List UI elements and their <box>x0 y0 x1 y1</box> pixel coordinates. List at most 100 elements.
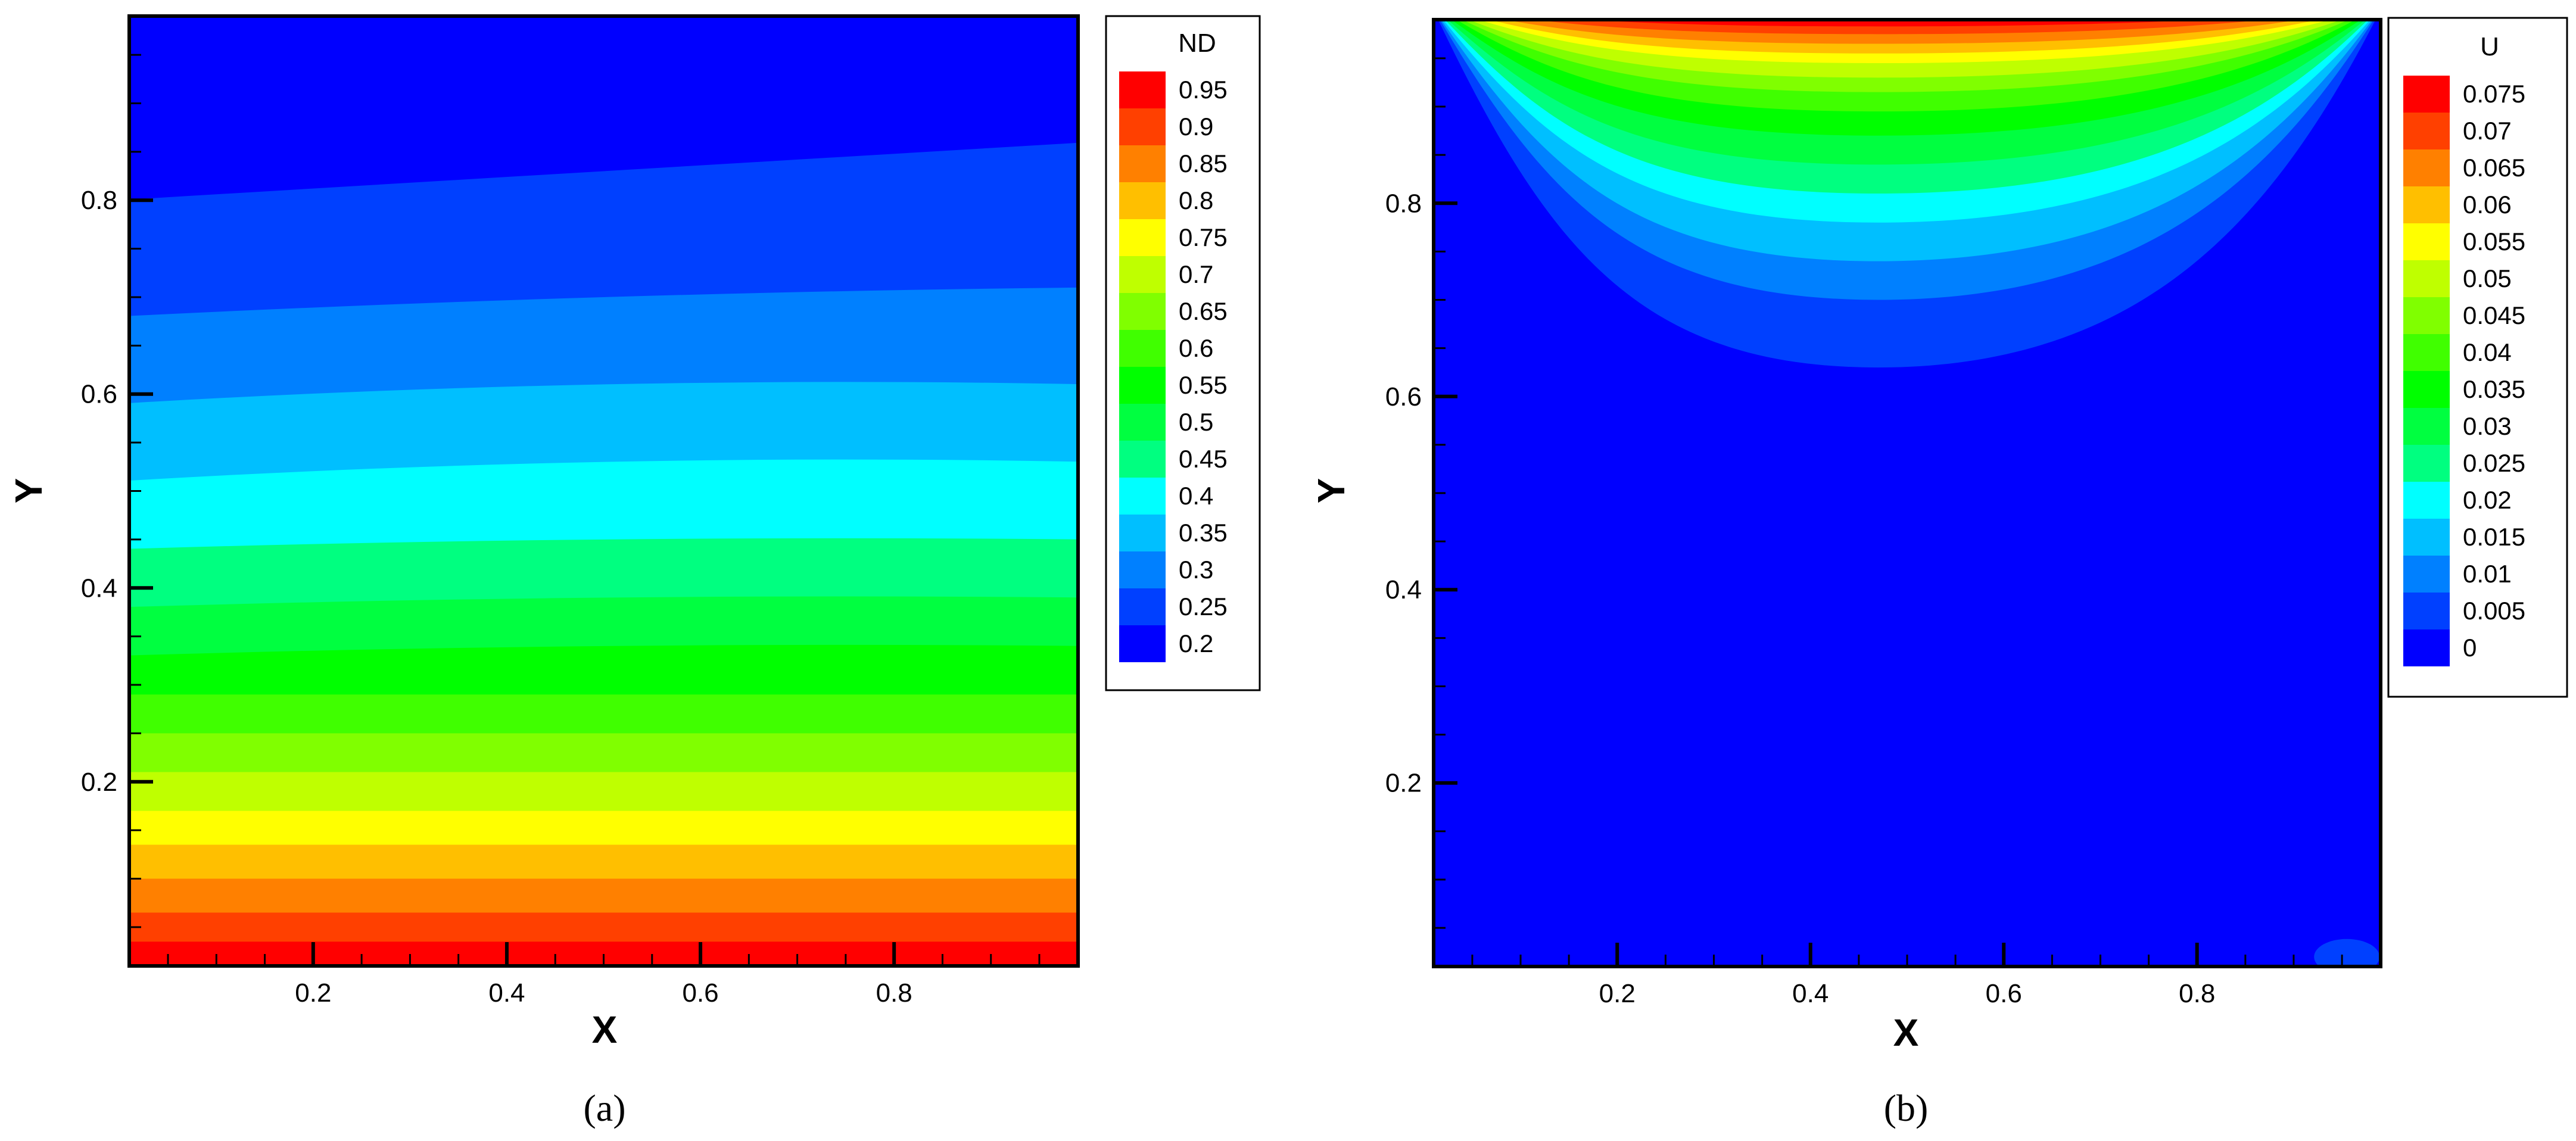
panel-a-legend-label: 0.45 <box>1179 445 1228 473</box>
panel-b-legend-swatch <box>2403 482 2450 519</box>
panel-a-x-tick-label: 0.4 <box>488 978 525 1008</box>
panel-a-legend-label: 0.8 <box>1179 186 1213 214</box>
panel-a-legend-swatch <box>1119 404 1166 441</box>
panel-a-legend-label: 0.25 <box>1179 593 1228 621</box>
panel-b-legend-swatch <box>2403 186 2450 223</box>
panel-b-legend-label: 0.05 <box>2463 264 2512 292</box>
panel-a-legend-label: 0.75 <box>1179 223 1228 251</box>
panel-b-legend-swatch <box>2403 297 2450 334</box>
panel-b-legend-label: 0.07 <box>2463 117 2512 145</box>
panel-a-x-tick-label: 0.6 <box>682 978 718 1008</box>
panel-b-legend-label: 0.005 <box>2463 597 2525 625</box>
panel-b-legend-swatch <box>2403 556 2450 593</box>
panel-a-y-tick-label: 0.8 <box>81 186 117 215</box>
panel-a-caption: (a) <box>583 1087 625 1129</box>
panel-b-x-tick-label: 0.8 <box>2179 979 2215 1008</box>
panel-b-legend-label: 0.055 <box>2463 227 2525 255</box>
panel-a-x-tick-label: 0.2 <box>295 978 331 1008</box>
panel-a-legend-swatch <box>1119 551 1166 588</box>
panel-b-x-tick-label: 0.2 <box>1599 979 1636 1008</box>
panel-a-legend-swatch <box>1119 145 1166 182</box>
panel-a-x-tick-label: 0.8 <box>876 978 912 1008</box>
panel-b-legend-label: 0.015 <box>2463 523 2525 551</box>
panel-b-legend-swatch <box>2403 445 2450 482</box>
panel-a-ticks: 0.2 0.4 0.6 0.8 0.2 0.4 0.6 0.8 <box>81 54 1041 1008</box>
panel-b-legend-label: 0.025 <box>2463 449 2525 477</box>
panel-b-legend-label: 0.01 <box>2463 560 2512 588</box>
panel-a-contour-fills <box>129 16 1078 966</box>
panel-a-legend-swatch <box>1119 330 1166 367</box>
panel-a-legend-swatch <box>1119 256 1166 293</box>
panel-a-legend-swatch <box>1119 219 1166 256</box>
panel-a-legend-swatch <box>1119 367 1166 404</box>
panel-a-x-axis-label: X <box>592 1008 618 1051</box>
panel-b-x-axis-label: X <box>1893 1011 1919 1054</box>
panel-a: 0.2 0.4 0.6 0.8 0.2 0.4 0.6 0.8 X Y ND 0.95 0.9 0… <box>7 14 1261 1129</box>
panel-b-legend-swatch <box>2403 629 2450 666</box>
panel-b-legend-label: 0.04 <box>2463 338 2512 366</box>
panel-b-y-tick-label: 0.4 <box>1385 575 1422 604</box>
panel-a-legend-label: 0.85 <box>1179 149 1228 177</box>
panel-b-legend-label: 0.02 <box>2463 486 2512 514</box>
panel-b-caption: (b) <box>1884 1087 1929 1129</box>
panel-a-legend-label: 0.9 <box>1179 113 1213 141</box>
panel-b-legend-label: 0.03 <box>2463 412 2512 440</box>
panel-a-legend-label: 0.95 <box>1179 76 1228 104</box>
panel-a-legend-label: 0.3 <box>1179 556 1213 584</box>
panel-a-legend-swatch <box>1119 293 1166 330</box>
panel-a-legend-swatch <box>1119 182 1166 219</box>
panel-b-legend: U 0.075 0.07 0.065 0.06 0.055 0.05 0.045 0.04 0.… <box>2387 17 2568 698</box>
panel-a-legend-label: 0.4 <box>1179 482 1213 510</box>
panel-a-legend-label: 0.65 <box>1179 297 1228 325</box>
panel-a-legend-swatch <box>1119 515 1166 551</box>
panel-a-legend-title: ND <box>1178 29 1216 58</box>
panel-b-legend-swatch <box>2403 149 2450 186</box>
panel-a-legend-label: 0.2 <box>1179 629 1213 657</box>
panel-a-legend-label: 0.35 <box>1179 519 1228 547</box>
panel-a-legend-swatch <box>1119 71 1166 108</box>
panel-a-y-tick-label: 0.4 <box>81 573 117 603</box>
panel-a-legend: ND 0.95 0.9 0.85 0.8 0.75 0.7 0.65 0.6 0.55 0.5 0.… <box>1105 15 1261 691</box>
panel-b-y-tick-label: 0.6 <box>1385 382 1422 411</box>
panel-b-legend-title: U <box>2480 32 2499 61</box>
panel-a-y-tick-label: 0.2 <box>81 768 117 797</box>
panel-a-legend-label: 0.55 <box>1179 371 1228 399</box>
panel-b-legend-label: 0 <box>2463 634 2477 662</box>
panel-a-y-tick-label: 0.6 <box>81 380 117 409</box>
panel-a-legend-label: 0.6 <box>1179 334 1213 362</box>
panel-a-legend-swatch <box>1119 108 1166 145</box>
panel-b-x-tick-label: 0.4 <box>1792 979 1829 1008</box>
panel-b-legend-label: 0.035 <box>2463 375 2525 403</box>
panel-a-legend-label: 0.5 <box>1179 408 1213 436</box>
panel-b-legend-swatch <box>2403 260 2450 297</box>
panel-b-legend-label: 0.045 <box>2463 301 2525 329</box>
panel-b: 0.2 0.4 0.6 0.8 0.2 0.4 0.6 0.8 X Y U 0.075 0.07… <box>1310 17 2568 1129</box>
panel-b-legend-swatch <box>2403 519 2450 556</box>
u-band-left-wisp <box>1435 126 1502 281</box>
panel-b-contour-fills <box>1434 20 2381 967</box>
panel-b-legend-swatch <box>2403 334 2450 371</box>
panel-b-legend-label: 0.06 <box>2463 191 2512 219</box>
panel-b-legend-swatch <box>2403 76 2450 113</box>
panel-b-legend-swatch <box>2403 593 2450 629</box>
panel-b-y-axis-label: Y <box>1310 478 1353 504</box>
panel-a-legend-swatch <box>1119 478 1166 515</box>
panel-b-legend-label: 0.065 <box>2463 154 2525 182</box>
panel-b-legend-swatch <box>2403 223 2450 260</box>
panel-a-y-axis-label: Y <box>7 478 50 504</box>
panel-a-legend-swatch <box>1119 441 1166 478</box>
panel-b-legend-label: 0.075 <box>2463 80 2525 108</box>
panel-a-legend-label: 0.7 <box>1179 260 1213 288</box>
panel-b-legend-swatch <box>2403 371 2450 408</box>
u-corner-blob <box>2314 939 2380 967</box>
panel-b-legend-swatch <box>2403 113 2450 149</box>
panel-b-ticks: 0.2 0.4 0.6 0.8 0.2 0.4 0.6 0.8 <box>1385 57 2343 1008</box>
panel-b-y-tick-label: 0.8 <box>1385 189 1422 218</box>
panel-b-x-tick-label: 0.6 <box>1986 979 2022 1008</box>
nd-band-0.95 <box>129 942 1078 966</box>
panel-b-y-tick-label: 0.2 <box>1385 769 1422 798</box>
panel-a-legend-swatch <box>1119 625 1166 662</box>
panel-b-legend-swatch <box>2403 408 2450 445</box>
panel-a-legend-swatch <box>1119 588 1166 625</box>
